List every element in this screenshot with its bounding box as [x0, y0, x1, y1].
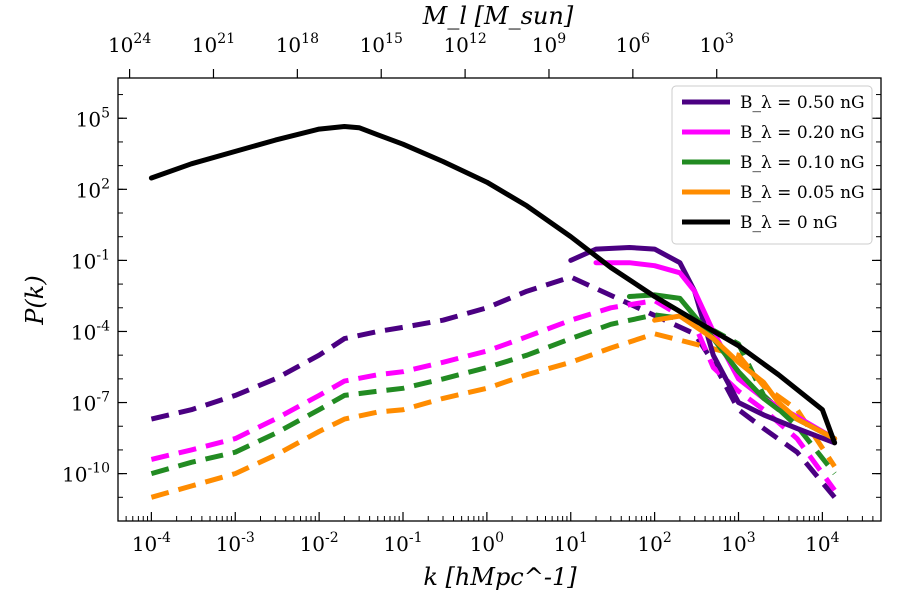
solid-series-line-4: [148, 124, 838, 446]
legend: B_λ = 0.50 nG B_λ = 0.20 nG B_λ = 0.10 nG B…: [671, 85, 873, 245]
solid-series-layer: [148, 124, 838, 446]
y-axis-title: P(k): [21, 275, 49, 325]
x-tick-label: 10-1: [383, 530, 422, 556]
x-tick-label: 101: [554, 530, 588, 556]
dashed-series-line-3: [150, 331, 837, 500]
top-axis-title: M_l [M_sun]: [422, 2, 574, 30]
x-tick-label: 10-4: [132, 530, 171, 556]
dashed-series-line-0: [150, 274, 837, 499]
solid-series-line-1: [593, 260, 838, 442]
y-tick-label: 10-4: [71, 318, 110, 344]
tick-labels: 10-4 10-3 10-2 10-1 100 101 102 103 104 10-10 10-7…: [62, 31, 840, 556]
y-tick-label: 10-10: [62, 461, 110, 487]
x-axis-title: k [hMpc^-1]: [423, 563, 577, 591]
axes-frame: [117, 77, 882, 522]
legend-label: B_λ = 0.10 nG: [740, 153, 865, 173]
legend-label: B_λ = 0.05 nG: [740, 183, 865, 203]
x-tick-label: 10-2: [300, 530, 339, 556]
x-tick-label: 10-3: [216, 530, 255, 556]
y-tick-label: 105: [76, 105, 110, 131]
x-tick-label: 104: [805, 530, 839, 556]
solid-series-line-3: [652, 313, 838, 442]
legend-label: B_λ = 0.50 nG: [740, 93, 865, 113]
x-tick-label: 100: [470, 530, 504, 556]
top-tick-label: 109: [532, 31, 566, 57]
top-tick-label: 1024: [108, 31, 151, 57]
top-tick-label: 106: [616, 31, 650, 57]
plot-frame: [117, 77, 882, 522]
legend-label: B_λ = 0 nG: [740, 213, 838, 233]
top-tick-label: 1015: [360, 31, 403, 57]
y-tick-label: 102: [76, 176, 110, 202]
top-tick-label: 1018: [276, 31, 319, 57]
y-tick-label: 10-7: [71, 390, 110, 416]
x-tick-label: 103: [721, 530, 755, 556]
dashed-series-line-1: [150, 298, 837, 492]
y-tick-label: 10-1: [71, 247, 110, 273]
top-tick-label: 1012: [443, 31, 486, 57]
top-tick-label: 1021: [192, 31, 235, 57]
legend-box: [671, 85, 873, 245]
x-tick-label: 102: [637, 530, 671, 556]
legend-label: B_λ = 0.20 nG: [740, 123, 865, 143]
top-tick-label: 103: [700, 31, 734, 57]
axis-ticks: [117, 69, 882, 522]
